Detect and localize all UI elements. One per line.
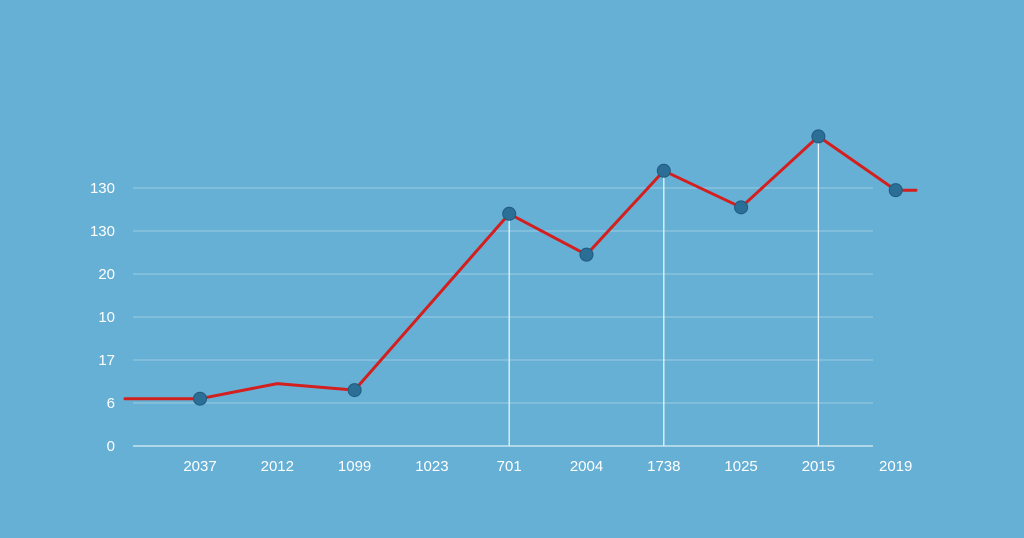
data-point (811, 129, 826, 144)
x-tick-label: 2004 (570, 458, 603, 475)
y-tick-label: 10 (98, 309, 115, 326)
x-tick-label: 2012 (261, 458, 294, 475)
y-tick-label: 0 (107, 438, 115, 455)
data-point (734, 200, 749, 215)
x-tick-label: 1025 (724, 458, 757, 475)
x-tick-label: 2037 (183, 458, 216, 475)
y-tick-label: 20 (98, 266, 115, 283)
y-tick-label: 130 (90, 223, 115, 240)
x-tick-label: 1099 (338, 458, 371, 475)
y-tick-label: 17 (98, 352, 115, 369)
x-tick-label: 1738 (647, 458, 680, 475)
y-tick-label: 6 (107, 395, 115, 412)
series-line-group (123, 134, 918, 401)
data-point (656, 163, 671, 178)
data-point (347, 383, 362, 398)
data-points (193, 129, 903, 406)
data-point (502, 206, 517, 221)
x-tick-label: 2019 (879, 458, 912, 475)
y-tick-label: 130 (90, 180, 115, 197)
data-point (193, 391, 207, 406)
data-point (888, 183, 903, 198)
vertical-markers (508, 136, 820, 446)
series-line (123, 134, 918, 401)
x-tick-labels: 2037 2012 1099 1023 701 2004 1738 1025 2015 2019 (183, 458, 912, 475)
x-tick-label: 1023 (415, 458, 448, 475)
y-tick-labels: 0 6 17 10 20 130 130 (90, 180, 115, 455)
x-tick-label: 2015 (802, 458, 835, 475)
data-point (579, 247, 594, 262)
grid-lines (133, 187, 873, 404)
x-tick-label: 701 (497, 458, 522, 475)
